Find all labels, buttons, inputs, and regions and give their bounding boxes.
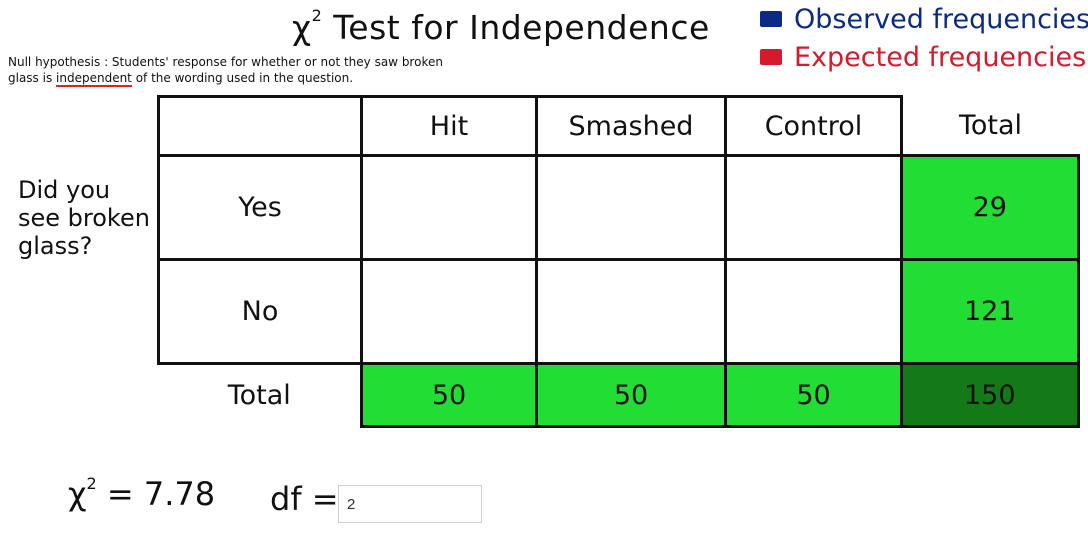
page-title: χ2 Test for Independence: [292, 6, 710, 47]
question-line2: see broken: [18, 204, 150, 232]
cell-yes-hit[interactable]: [360, 154, 538, 261]
independent-underlined: independent: [56, 71, 132, 87]
col-total-hit: 50: [360, 362, 538, 428]
question-line3: glass?: [18, 232, 93, 260]
contingency-table: Hit Smashed Control Total Yes 29 No 121 …: [157, 95, 1080, 428]
chi-square-result: χ2 = 7.78: [68, 474, 215, 513]
legend-observed: Observed frequencies: [760, 0, 1088, 38]
chi-result-symbol: χ: [68, 475, 87, 513]
row-question: Did you see broken glass?: [18, 176, 150, 260]
df-label: df =: [270, 480, 339, 518]
row-label-no: No: [157, 258, 363, 365]
cell-no-smashed[interactable]: [535, 258, 727, 365]
null-hypothesis-line2: glass is independent of the wording used…: [8, 70, 443, 87]
col-total-control: 50: [724, 362, 903, 428]
col-header-total: Total: [900, 96, 1078, 157]
grand-total: 150: [900, 362, 1080, 428]
col-header-hit: Hit: [360, 95, 538, 157]
row-label-total: Total: [227, 380, 291, 412]
corner-cell: [157, 95, 363, 157]
question-line1: Did you: [18, 176, 111, 204]
cell-no-control[interactable]: [724, 258, 903, 365]
header-row: Hit Smashed Control Total: [157, 95, 1078, 157]
expected-swatch-icon: [760, 49, 782, 65]
table-row-yes: Yes 29: [157, 154, 1080, 261]
null-hypothesis: Null hypothesis : Students' response for…: [8, 54, 443, 87]
row-total-yes: 29: [900, 154, 1080, 261]
null-line2-post: of the wording used in the question.: [131, 71, 354, 85]
legend-expected-label: Expected frequencies: [794, 41, 1087, 73]
row-total-no: 121: [900, 258, 1080, 365]
totals-row: Total 50 50 50 150: [159, 362, 1080, 428]
chi-result-value: = 7.78: [106, 475, 216, 513]
df-input[interactable]: [338, 485, 482, 523]
col-header-control: Control: [724, 95, 903, 157]
table-row-no: No 121: [157, 258, 1080, 365]
col-header-smashed: Smashed: [535, 95, 727, 157]
col-total-smashed: 50: [535, 362, 727, 428]
title-text: Test for Independence: [333, 8, 710, 47]
legend-expected: Expected frequencies: [760, 38, 1088, 76]
chi-symbol: χ: [292, 8, 312, 47]
legend-observed-label: Observed frequencies: [794, 3, 1088, 35]
null-hypothesis-line1: Null hypothesis : Students' response for…: [8, 55, 443, 69]
cell-yes-control[interactable]: [724, 154, 903, 261]
cell-no-hit[interactable]: [360, 258, 538, 365]
null-line2-pre: glass is: [8, 71, 57, 85]
row-label-yes: Yes: [157, 154, 363, 261]
observed-swatch-icon: [760, 11, 782, 27]
chi-exponent: 2: [311, 6, 323, 25]
legend: Observed frequencies Expected frequencie…: [760, 0, 1088, 76]
cell-yes-smashed[interactable]: [535, 154, 727, 261]
chi-result-exponent: 2: [86, 474, 97, 493]
